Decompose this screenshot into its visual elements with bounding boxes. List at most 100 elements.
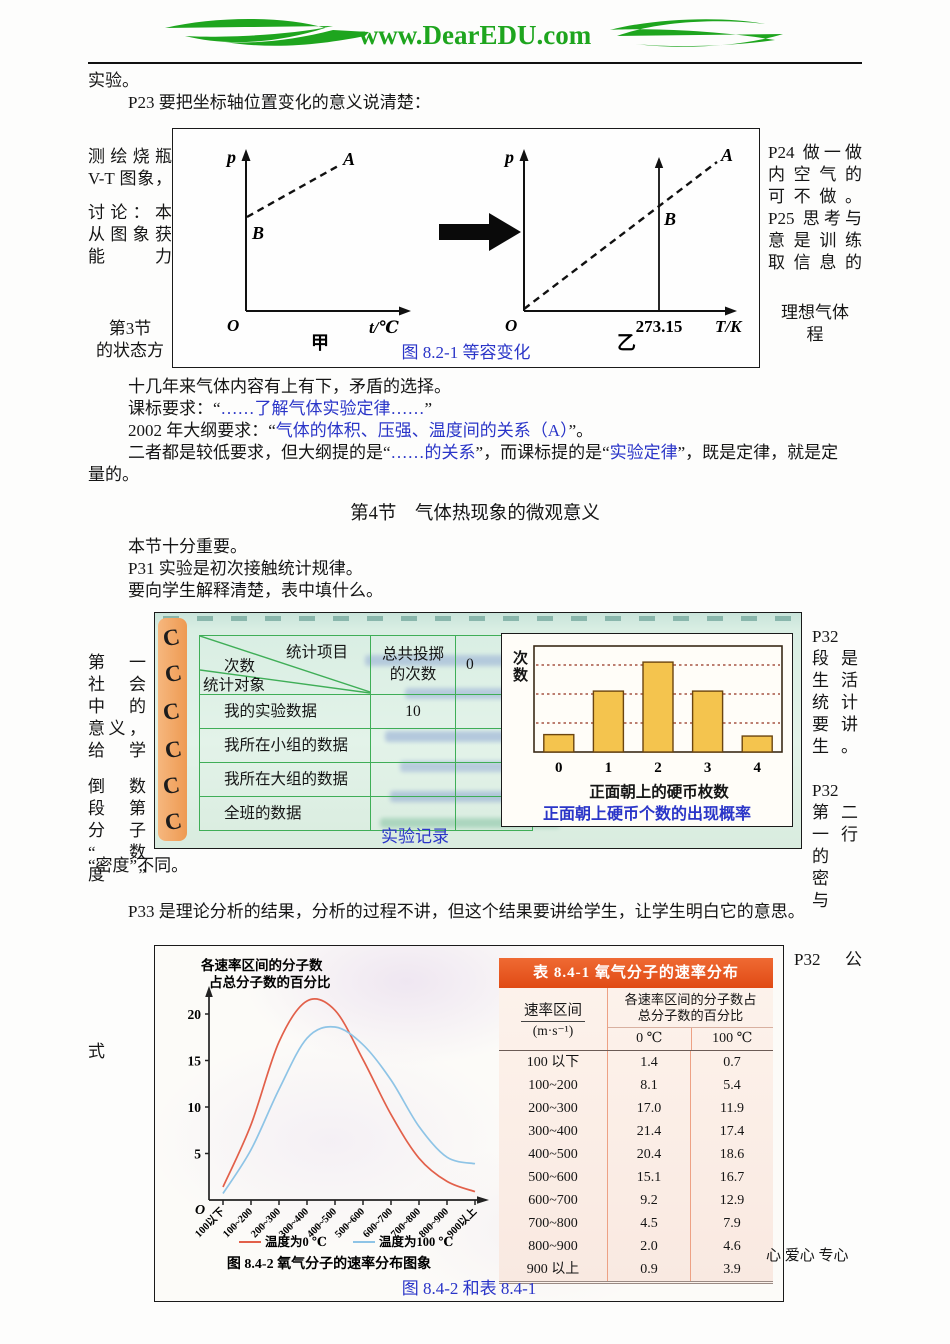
percentage-value: 8.1 xyxy=(607,1074,690,1097)
margin-line: 式 xyxy=(88,1042,105,1061)
margin-line: 社会 xyxy=(88,675,146,694)
percentage-value: 1.4 xyxy=(607,1051,690,1074)
margin-line: 第一 xyxy=(88,653,146,672)
margin-line: 讨论：本 xyxy=(88,203,172,222)
margin-line: 内空气的 xyxy=(768,165,862,184)
header-unit: (m·s⁻¹) xyxy=(532,1023,574,1038)
svg-text:图 8.4-2 氧气分子的速率分布图象: 图 8.4-2 氧气分子的速率分布图象 xyxy=(227,1255,431,1272)
margin-line: 测绘烧瓶 xyxy=(88,147,172,166)
diag-label-object: 统计对象 xyxy=(203,677,266,694)
spiral-binding xyxy=(158,618,187,841)
margin-group: 理想气体程 xyxy=(768,302,862,346)
stats-row-empty xyxy=(455,797,532,830)
figure2-caption: 实验记录 xyxy=(381,827,449,846)
speed-interval: 300~400 xyxy=(528,1124,578,1139)
svg-text:100~200: 100~200 xyxy=(221,1206,255,1240)
temperature-subheaders: 0 ℃ 100 ℃ xyxy=(608,1027,773,1050)
margin-line: 要讲 xyxy=(812,715,858,734)
speed-table-row: 900 以上 0.9 3.9 xyxy=(499,1258,773,1281)
distribution-chart: 各速率区间的分子数占总分子数的百分比5101520O100以下100~20020… xyxy=(188,957,489,1272)
text-segment: 实验定律 xyxy=(609,443,678,462)
percentage-value: 3.9 xyxy=(690,1258,773,1281)
pt-graph-yi: p A B O 273.15 T/K 乙 xyxy=(503,145,743,351)
paragraph-line: P33 是理论分析的结果，分析的过程不讲，但这个结果要讲给学生，让学生明白它的意… xyxy=(128,902,805,921)
text-segment: 十几年来气体内容有上有下，矛盾的选择。 xyxy=(128,377,451,396)
percentage-value: 4.6 xyxy=(690,1235,773,1258)
speed-table-row: 100 以下 1.4 0.7 xyxy=(499,1051,773,1074)
speed-interval: 700~800 xyxy=(528,1216,578,1231)
svg-text:5: 5 xyxy=(194,1147,201,1162)
stats-row-empty xyxy=(455,729,532,762)
figure-experiment-record: C C C C C C 统计项目 xyxy=(154,612,802,849)
stats-table-row: 我的实验数据 10 xyxy=(200,694,532,728)
margin-line: 第二 xyxy=(812,803,858,822)
speed-table-row: 400~500 20.4 18.6 xyxy=(499,1143,773,1166)
margin-group: 第3节 的状态方 xyxy=(88,318,172,362)
text-segment: ”，而课标提的是“ xyxy=(475,443,610,462)
intro-line-1: 实验。 xyxy=(88,71,139,90)
margin-line: 程 xyxy=(806,325,824,344)
bar-chart: 0 1 2 3 4 xyxy=(533,645,783,776)
paragraph-line: “密度”不同。 xyxy=(88,856,189,875)
paragraph-line: 2002 年大纲要求：“气体的体积、压强、温度间的关系（A）”。 xyxy=(88,420,862,442)
diag-label-count: 次数 xyxy=(224,658,256,675)
point-a-label: A xyxy=(342,149,355,169)
speed-interval: 500~600 xyxy=(528,1170,578,1185)
percentage-value: 16.7 xyxy=(690,1166,773,1189)
svg-text:O: O xyxy=(195,1203,205,1218)
header-line: 各速率区间的分子数占 xyxy=(624,992,757,1007)
text-segment: ……了解气体实验定律…… xyxy=(220,399,425,418)
svg-text:0: 0 xyxy=(555,760,563,776)
speed-table-row: 600~700 9.2 12.9 xyxy=(499,1189,773,1212)
text-segment: ”。 xyxy=(568,421,594,440)
percentage-value: 18.6 xyxy=(690,1143,773,1166)
coin-toss-chart-panel: 次数 0 1 2 3 4 正面朝上的硬币枚数 正面朝上硬币个数的出现概率 xyxy=(501,633,793,827)
table-header: 速率区间 (m·s⁻¹) 各速率区间的分子数占 总分子数的百分比 0 ℃ 100… xyxy=(499,988,773,1051)
section4-intro: 本节十分重要。 P31 实验是初次接触统计规律。 要向学生解释清楚，表中填什么。 xyxy=(88,536,862,602)
margin-line: P32 xyxy=(812,781,839,800)
margin-line: 取信息的 xyxy=(768,253,862,272)
bar-chart-caption: 正面朝上硬币个数的出现概率 xyxy=(542,806,751,823)
percentage-value: 4.5 xyxy=(607,1212,690,1235)
text-segment: 气体的体积、压强、温度间的关系（A） xyxy=(275,421,569,440)
scan-artifact-band xyxy=(163,616,793,621)
speed-table-row: 800~900 2.0 4.6 xyxy=(499,1235,773,1258)
diag-label-item: 统计项目 xyxy=(286,644,349,661)
stats-row-value: 10 xyxy=(370,695,455,728)
origin-label: O xyxy=(227,316,239,335)
figure1-caption: 图 8.2-1 等容变化 xyxy=(401,343,531,362)
text-segment: 2002 年大纲要求：“ xyxy=(128,421,276,440)
y-axis-label: p xyxy=(503,147,514,167)
origin-label: O xyxy=(505,316,517,335)
percentage-value: 12.9 xyxy=(690,1189,773,1212)
paragraph-line: 量的。 xyxy=(88,464,862,486)
svg-text:500~600: 500~600 xyxy=(333,1206,367,1240)
speed-interval-header: 速率区间 (m·s⁻¹) xyxy=(499,988,607,1050)
stats-col2-header: 总共投掷 的次数 xyxy=(370,636,455,694)
subheader-0c: 0 ℃ xyxy=(636,1031,663,1046)
y-axis-label: p xyxy=(225,147,236,167)
speed-interval: 200~300 xyxy=(528,1101,578,1116)
margin-group: 讨论：本 从图象获 能力 xyxy=(88,202,172,268)
margin-group: P32 段是 生活 统计 要讲 生。 xyxy=(812,626,858,758)
stats-row-empty xyxy=(455,695,532,728)
margin-line: 从图象获 xyxy=(88,225,172,244)
percentage-header: 各速率区间的分子数占 总分子数的百分比 0 ℃ 100 ℃ xyxy=(607,988,773,1050)
table-body: 100 以下 1.4 0.7 100~200 8.1 5.4 200~300 17.0 11.9… xyxy=(499,1051,773,1281)
svg-text:1: 1 xyxy=(605,760,613,776)
margin-line: 分子 xyxy=(88,821,146,840)
stats-row-value xyxy=(370,729,455,762)
margin-line: 第3节 xyxy=(108,319,152,338)
point-a-label: A xyxy=(720,145,733,165)
paragraph-line: 二者都是较低要求，但大纲提的是“……的关系”，而课标提的是“实验定律”，既是定律… xyxy=(88,442,862,464)
speed-table-row: 200~300 17.0 11.9 xyxy=(499,1097,773,1120)
percentage-value: 0.7 xyxy=(690,1051,773,1074)
stats-row-value xyxy=(370,763,455,796)
percentage-value: 11.9 xyxy=(690,1097,773,1120)
margin-line: P24 做一做 xyxy=(768,143,862,162)
margin-group: 第一 社会 中的 意义， 给学 xyxy=(88,652,146,762)
figure3-block: 式 各速率区间的分子数 占总分子数的百分比 5 10 15 20 O 100以下 100~200… xyxy=(88,945,862,1302)
stats-row-label: 全班的数据 xyxy=(224,805,302,822)
text-segment: 二者都是较低要求，但大纲提的是“ xyxy=(128,443,391,462)
